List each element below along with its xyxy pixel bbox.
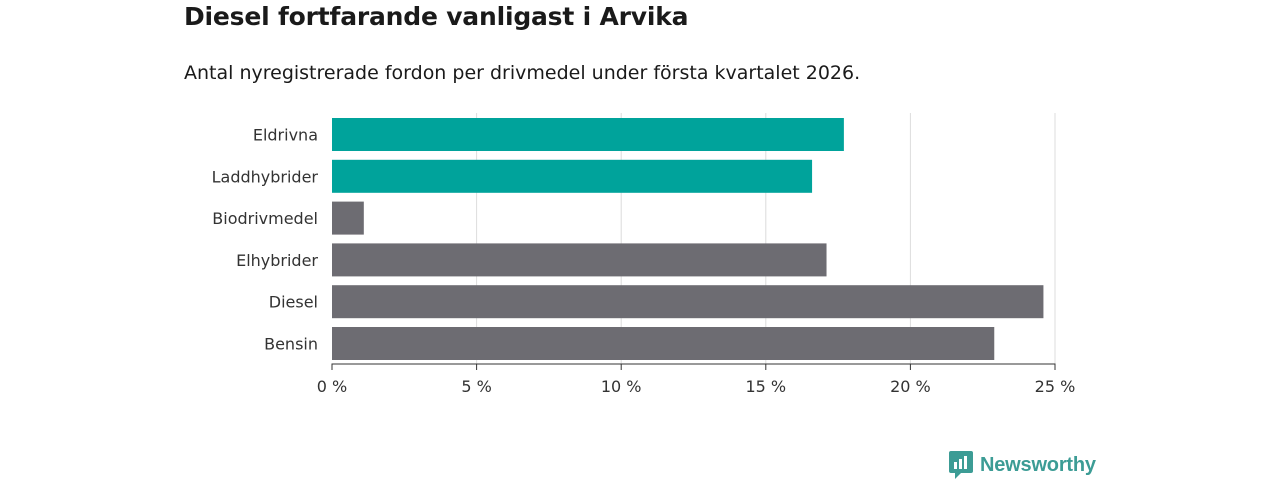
x-tick-label-15: 15 % [745, 377, 786, 396]
newsworthy-logo-icon [949, 451, 973, 479]
x-tick-label-0: 0 % [317, 377, 347, 396]
bar-elhybrider [332, 243, 827, 277]
bar-diesel [332, 285, 1044, 319]
bar-eldrivna [332, 118, 844, 151]
category-label-biodrivmedel: Biodrivmedel [212, 209, 318, 228]
x-tick-label-5: 5 % [461, 377, 491, 396]
chart-title: Diesel fortfarande vanligast i Arvika [184, 2, 689, 31]
bar-bensin [332, 327, 995, 360]
category-label-elhybrider: Elhybrider [236, 251, 318, 270]
category-label-eldrivna: Eldrivna [253, 126, 318, 145]
category-label-diesel: Diesel [269, 293, 318, 312]
bar-biodrivmedel [332, 201, 364, 235]
chart-subtitle: Antal nyregistrerade fordon per drivmede… [184, 62, 861, 84]
x-axis: 0 % 5 % 10 % 15 % 20 % 25 % [317, 363, 1076, 396]
bar-laddhybrider [332, 159, 813, 193]
bars [332, 118, 1044, 360]
category-labels: Eldrivna Laddhybrider Biodrivmedel Elhybrid… [212, 126, 319, 354]
x-tick-label-25: 25 % [1035, 377, 1076, 396]
x-tick-label-10: 10 % [601, 377, 642, 396]
newsworthy-logo: Newsworthy [948, 450, 1096, 480]
category-label-bensin: Bensin [264, 335, 318, 354]
newsworthy-logo-text: Newsworthy [980, 453, 1096, 476]
x-tick-label-20: 20 % [890, 377, 931, 396]
category-label-laddhybrider: Laddhybrider [212, 167, 319, 186]
gridlines [476, 113, 1056, 364]
